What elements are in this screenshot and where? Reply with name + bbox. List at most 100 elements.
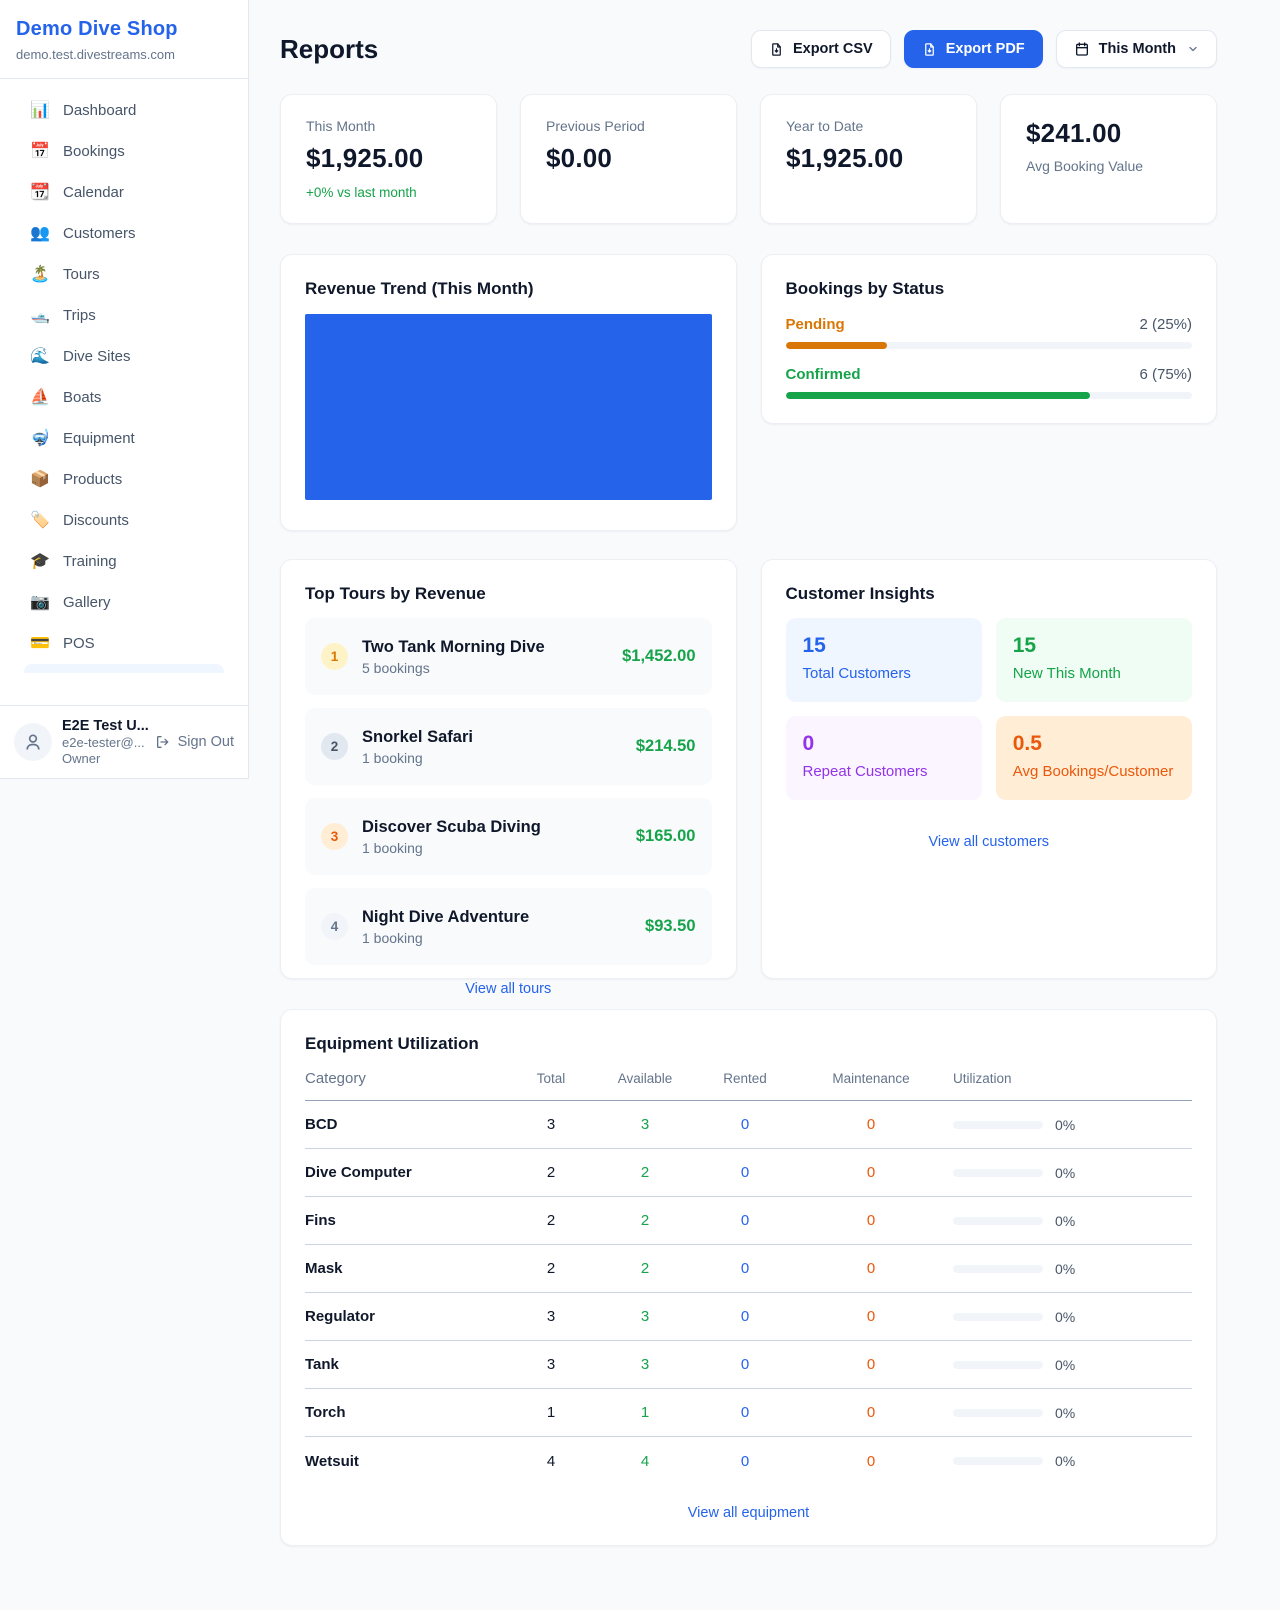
insight-tile-total-customers: 15 Total Customers <box>785 618 982 702</box>
stat-value: $1,925.00 <box>786 143 904 173</box>
sidebar-item-training[interactable]: 🎓 Training <box>16 541 232 581</box>
customer-insights-title: Customer Insights <box>785 584 935 603</box>
document-download-icon <box>924 42 934 56</box>
sidebar-item-dashboard[interactable]: 📊 Dashboard <box>16 90 232 130</box>
rank-badge: 4 <box>321 913 348 940</box>
view-all-tours-link[interactable]: View all tours <box>465 981 552 997</box>
utilization-percent: 0% <box>1055 1453 1076 1469</box>
sidebar-item-calendar[interactable]: 📆 Calendar <box>16 172 232 212</box>
total-cell: 1 <box>546 1404 556 1421</box>
column-header-rented: Rented <box>723 1071 767 1086</box>
sidebar-item-label: Calendar <box>63 183 124 201</box>
export-csv-button[interactable]: Export CSV <box>750 30 891 68</box>
sidebar-item-gallery[interactable]: 📷 Gallery <box>16 582 232 622</box>
sidebar-item-customers[interactable]: 👥 Customers <box>16 213 232 253</box>
period-dropdown[interactable]: This Month <box>1055 30 1217 68</box>
available-cell: 1 <box>640 1404 650 1421</box>
camera-icon: 📷 <box>30 594 50 611</box>
table-row: Wetsuit 4 4 0 0 0% <box>305 1437 1192 1485</box>
table-row: Mask 2 2 0 0 0% <box>305 1245 1192 1293</box>
customers-icon: 👥 <box>30 225 50 242</box>
rented-cell: 0 <box>740 1260 750 1277</box>
stat-card-this-month: This Month $1,925.00 +0% vs last month <box>280 94 497 224</box>
page-header: Reports Export CSV Export PDF <box>280 30 1217 68</box>
utilization-percent: 0% <box>1055 1116 1076 1133</box>
rented-cell: 0 <box>740 1212 750 1229</box>
sidebar-item-discounts[interactable]: 🏷️ Discounts <box>16 500 232 540</box>
sidebar-item-trips[interactable]: 🛥️ Trips <box>16 295 232 335</box>
utilization-bar <box>953 1408 1043 1417</box>
tour-name: Night Dive Adventure <box>362 907 530 926</box>
sign-out-label: Sign Out <box>177 734 234 750</box>
speedboat-icon: 🛥️ <box>30 307 50 324</box>
progress-track <box>785 342 1192 349</box>
total-cell: 2 <box>546 1260 556 1277</box>
view-all-equipment-link[interactable]: View all equipment <box>687 1505 810 1521</box>
stat-value: $241.00 <box>1026 118 1122 148</box>
insight-value: 15 <box>1012 634 1037 657</box>
sign-out-button[interactable]: Sign Out <box>155 734 234 750</box>
category-cell: Dive Computer <box>305 1164 412 1181</box>
sidebar-item-active-partial[interactable] <box>24 664 224 673</box>
period-label: This Month <box>1098 41 1176 57</box>
maintenance-cell: 0 <box>866 1356 876 1373</box>
rank-badge: 3 <box>321 823 348 850</box>
revenue-trend-card: Revenue Trend (This Month) <box>280 254 737 531</box>
status-row-confirmed: Confirmed 6 (75%) <box>785 366 1192 399</box>
table-header-row: Category Total Available Rented Maintena… <box>305 1070 1192 1101</box>
stat-label: Previous Period <box>546 118 645 134</box>
status-row-pending: Pending 2 (25%) <box>785 316 1192 349</box>
rank-badge: 1 <box>321 643 348 670</box>
maintenance-cell: 0 <box>866 1404 876 1421</box>
avatar <box>14 723 52 761</box>
tour-name: Two Tank Morning Dive <box>362 637 545 656</box>
sidebar-item-label: Training <box>63 552 117 570</box>
sidebar-nav: 📊 Dashboard 📅 Bookings 📆 Calendar 👥 Cust… <box>0 79 248 705</box>
sidebar-item-label: Discounts <box>63 511 129 529</box>
category-cell: Fins <box>305 1212 336 1229</box>
insight-tile-new-this-month: 15 New This Month <box>995 618 1192 702</box>
utilization-cell: 0% <box>935 1357 1192 1373</box>
table-body: BCD 3 3 0 0 0% Dive Computer 2 2 0 0 <box>305 1101 1192 1485</box>
rented-cell: 0 <box>740 1356 750 1373</box>
brand-block: Demo Dive Shop demo.test.divestreams.com <box>0 0 248 79</box>
available-cell: 3 <box>640 1356 650 1373</box>
utilization-cell: 0% <box>935 1213 1192 1229</box>
sidebar-item-products[interactable]: 📦 Products <box>16 459 232 499</box>
category-cell: Regulator <box>305 1308 376 1325</box>
sidebar-item-label: Dive Sites <box>63 347 131 365</box>
equipment-table: Category Total Available Rented Maintena… <box>305 1070 1192 1485</box>
graduation-cap-icon: 🎓 <box>30 553 50 570</box>
shop-name: Demo Dive Shop <box>16 18 178 40</box>
export-pdf-button[interactable]: Export PDF <box>903 30 1043 68</box>
view-all-customers-link[interactable]: View all customers <box>928 834 1050 850</box>
utilization-percent: 0% <box>1055 1164 1076 1181</box>
tour-bookings: 1 booking <box>362 929 423 946</box>
status-count: 2 (25%) <box>1139 316 1192 333</box>
stats-row: This Month $1,925.00 +0% vs last month P… <box>280 94 1217 224</box>
page-title: Reports <box>280 33 379 64</box>
available-cell: 3 <box>640 1308 650 1325</box>
sidebar-item-boats[interactable]: ⛵ Boats <box>16 377 232 417</box>
insight-label: New This Month <box>1012 665 1121 682</box>
insight-label: Avg Bookings/Customer <box>1012 763 1174 780</box>
sidebar-item-equipment[interactable]: 🤿 Equipment <box>16 418 232 458</box>
utilization-percent: 0% <box>1055 1308 1076 1325</box>
sidebar: Demo Dive Shop demo.test.divestreams.com… <box>0 0 249 779</box>
utilization-bar <box>953 1168 1043 1177</box>
maintenance-cell: 0 <box>866 1164 876 1181</box>
table-row: Regulator 3 3 0 0 0% <box>305 1293 1192 1341</box>
stat-card-avg-booking-value: $241.00 Avg Booking Value <box>1000 94 1217 224</box>
user-panel: E2E Test U... e2e-tester@... Owner Sign … <box>0 705 248 778</box>
sidebar-item-label: Products <box>63 470 123 488</box>
sidebar-item-bookings[interactable]: 📅 Bookings <box>16 131 232 171</box>
sidebar-item-dive-sites[interactable]: 🌊 Dive Sites <box>16 336 232 376</box>
progress-fill <box>785 342 888 349</box>
sidebar-item-tours[interactable]: 🏝️ Tours <box>16 254 232 294</box>
bookings-calendar-icon: 📅 <box>30 143 50 160</box>
tour-name: Discover Scuba Diving <box>362 817 541 836</box>
bookings-by-status-title: Bookings by Status <box>785 279 945 298</box>
column-header-maintenance: Maintenance <box>832 1071 910 1086</box>
user-role: Owner <box>62 751 101 766</box>
sidebar-item-pos[interactable]: 💳 POS <box>16 623 232 663</box>
